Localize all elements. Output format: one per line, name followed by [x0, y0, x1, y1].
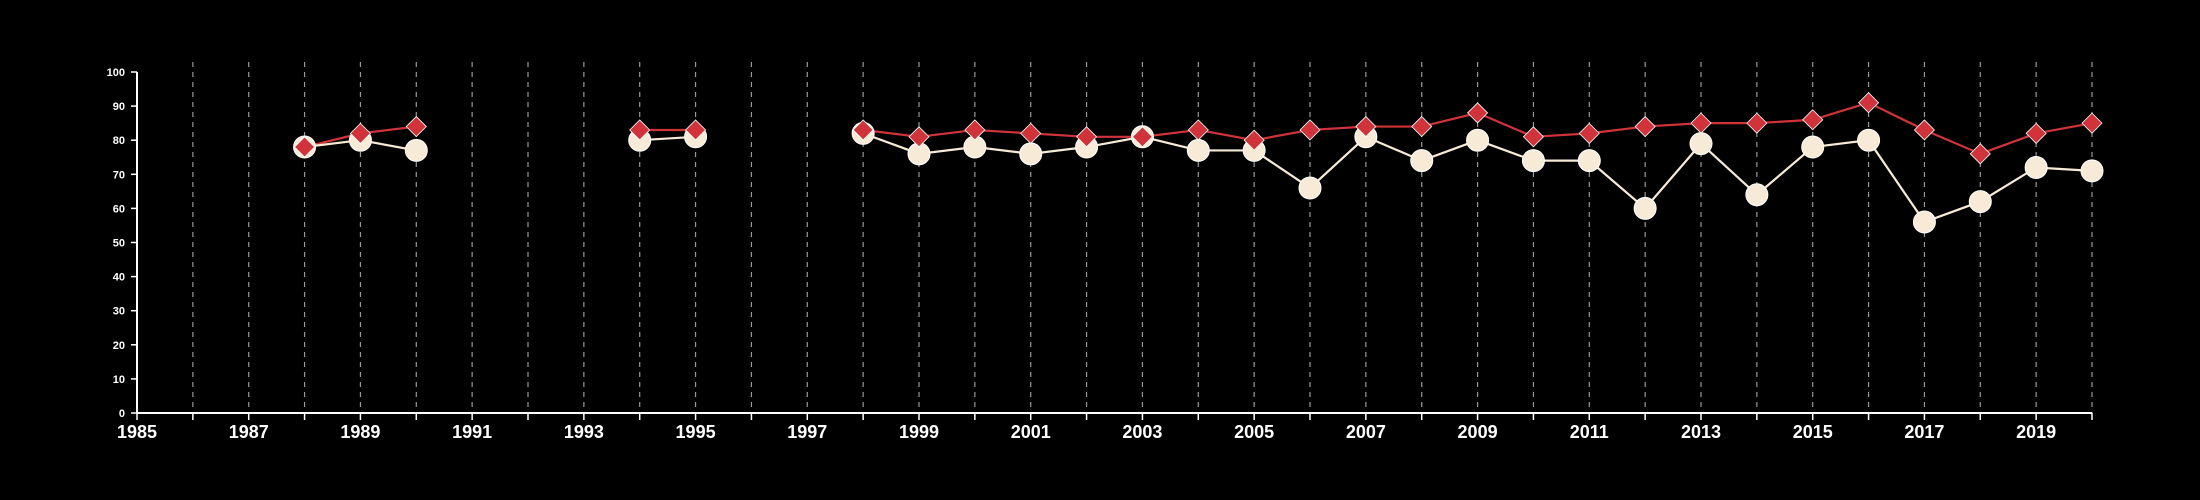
red-point-1998 — [852, 119, 874, 141]
cream-point-2004 — [1186, 138, 1210, 162]
red-point-2007 — [1355, 115, 1377, 138]
red-point-2017 — [1913, 119, 1935, 141]
x-tick-label-1985: 1985 — [117, 422, 157, 442]
x-axis-ticks: 1985 1987 1989 1991 1993 1995 1997 1999 2001 2003… — [117, 413, 2093, 442]
red-point-2014 — [1746, 112, 1768, 134]
y-tick-label-50: 50 — [113, 238, 125, 250]
x-tick-label-1999: 1999 — [899, 422, 939, 442]
cream-point-2010 — [1521, 149, 1545, 173]
cream-point-2018 — [1968, 190, 1992, 214]
red-point-2018 — [1969, 143, 1991, 165]
red-point-2019 — [2025, 122, 2047, 144]
x-tick-label-1991: 1991 — [452, 422, 492, 442]
x-tick-label-2013: 2013 — [1681, 422, 1721, 442]
y-tick-label-70: 70 — [113, 169, 125, 181]
y-tick-label-100: 100 — [107, 67, 125, 79]
y-tick-label-60: 60 — [113, 203, 125, 215]
red-point-2020 — [2081, 112, 2103, 134]
x-tick-label-1987: 1987 — [229, 422, 269, 442]
y-axis-ticks: 0 10 20 30 40 50 60 70 80 90 100 — [107, 67, 137, 420]
y-tick-label-0: 0 — [119, 408, 125, 420]
cream-point-1990 — [404, 138, 428, 162]
x-tick-label-2011: 2011 — [1570, 422, 1609, 442]
red-point-2011 — [1578, 122, 1600, 144]
cream-point-2008 — [1410, 149, 1434, 173]
x-tick-label-2007: 2007 — [1346, 422, 1386, 442]
cream-point-2001 — [1019, 142, 1043, 166]
x-tick-label-1993: 1993 — [564, 422, 604, 442]
x-tick-label-1995: 1995 — [676, 422, 716, 442]
x-tick-label-2019: 2019 — [2016, 422, 2056, 442]
y-tick-label-90: 90 — [113, 101, 125, 113]
red-point-2010 — [1522, 126, 1544, 148]
red-point-1999 — [908, 126, 930, 148]
red-point-2005 — [1243, 129, 1265, 151]
red-point-1995 — [685, 119, 707, 141]
red-point-2001 — [1020, 122, 1042, 144]
cream-point-2015 — [1801, 135, 1825, 159]
series-markers — [293, 92, 2104, 234]
red-point-1994 — [629, 119, 651, 141]
x-tick-label-2001: 2001 — [1011, 422, 1051, 442]
cream-point-2012 — [1633, 196, 1657, 220]
red-point-2012 — [1634, 115, 1656, 138]
red-point-2002 — [1076, 126, 1098, 148]
y-tick-label-80: 80 — [113, 135, 125, 147]
x-tick-label-1997: 1997 — [787, 422, 827, 442]
cream-point-2020 — [2080, 159, 2104, 183]
y-tick-label-20: 20 — [113, 340, 125, 352]
grid-lines — [192, 62, 2093, 413]
x-tick-label-1989: 1989 — [340, 422, 380, 442]
red-point-2006 — [1299, 119, 1321, 141]
red-point-2003 — [1131, 126, 1153, 148]
red-point-2016 — [1858, 92, 1880, 114]
x-tick-label-2009: 2009 — [1458, 422, 1498, 442]
cream-point-2016 — [1857, 128, 1881, 152]
red-point-2000 — [964, 119, 986, 141]
red-point-2013 — [1690, 112, 1712, 134]
cream-point-2013 — [1689, 132, 1713, 156]
red-point-2008 — [1411, 115, 1433, 138]
red-point-2015 — [1802, 109, 1824, 131]
y-tick-label-40: 40 — [113, 272, 125, 284]
cream-point-2017 — [1912, 210, 1936, 234]
y-tick-label-10: 10 — [113, 374, 125, 386]
cream-point-2014 — [1745, 183, 1769, 207]
x-tick-label-2017: 2017 — [1904, 422, 1944, 442]
x-tick-label-2003: 2003 — [1122, 422, 1162, 442]
red-point-1988 — [294, 136, 316, 158]
red-point-2004 — [1187, 119, 1209, 141]
red-point-1990 — [405, 115, 427, 138]
x-tick-label-2005: 2005 — [1234, 422, 1274, 442]
red-point-2009 — [1467, 102, 1489, 124]
cream-point-2019 — [2024, 155, 2048, 179]
cream-point-2006 — [1298, 176, 1322, 200]
red-point-1989 — [349, 122, 371, 144]
cream-point-2009 — [1466, 128, 1490, 152]
cream-point-2011 — [1577, 149, 1601, 173]
y-tick-label-30: 30 — [113, 306, 125, 318]
x-tick-label-2015: 2015 — [1793, 422, 1833, 442]
